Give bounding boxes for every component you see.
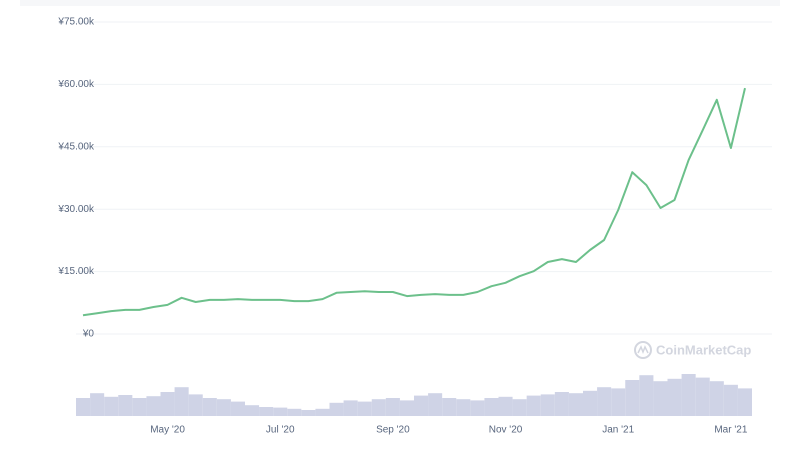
volume-bar <box>709 381 724 416</box>
volume-bar <box>568 393 583 416</box>
volume-bar <box>667 378 682 416</box>
x-tick-label: Jul '20 <box>266 425 295 436</box>
volume-bar <box>230 401 245 416</box>
volume-bar <box>414 395 429 416</box>
volume-bar <box>118 395 133 416</box>
volume-bar <box>90 393 105 416</box>
volume-bar <box>639 375 654 416</box>
volume-bar <box>357 401 372 416</box>
volume-bar <box>737 388 752 416</box>
volume-bar <box>273 407 288 416</box>
y-tick-label: ¥60.00k <box>57 79 95 90</box>
x-tick-label: Mar '21 <box>714 425 747 436</box>
y-tick-label: ¥30.00k <box>57 204 95 215</box>
watermark: CoinMarketCap <box>656 342 751 357</box>
volume-bar <box>695 377 710 416</box>
volume-bar <box>76 398 91 416</box>
volume-bar <box>723 384 738 416</box>
watermark-icon <box>634 341 652 359</box>
x-tick-label: May '20 <box>150 425 185 436</box>
volume-bar <box>681 374 696 416</box>
x-tick-label: Nov '20 <box>489 425 523 436</box>
y-tick-label: ¥0 <box>82 329 95 340</box>
volume-bar <box>625 380 640 416</box>
volume-bar <box>385 398 400 416</box>
volume-bar <box>343 400 358 416</box>
y-tick-label: ¥15.00k <box>57 266 95 277</box>
volume-bar <box>287 408 302 416</box>
y-tick-label: ¥45.00k <box>57 141 95 152</box>
volume-bar <box>512 399 527 416</box>
volume-bar <box>554 392 569 416</box>
volume-bar <box>259 407 274 416</box>
volume-bar <box>484 398 499 416</box>
volume-bar <box>470 400 485 416</box>
volume-bar <box>653 381 668 416</box>
volume-bar <box>371 399 386 416</box>
volume-bar <box>583 390 598 416</box>
volume-bar <box>202 398 217 416</box>
volume-bar <box>188 394 203 416</box>
x-tick-label: Sep '20 <box>376 425 410 436</box>
volume-bar <box>315 408 330 416</box>
top-bar <box>20 0 780 6</box>
volume-bar <box>174 387 189 416</box>
price-line <box>82 87 746 317</box>
volume-bar <box>611 388 626 416</box>
volume-bar <box>160 392 175 416</box>
volume-bar <box>456 399 471 416</box>
volume-bar <box>132 398 147 416</box>
volume-bar <box>442 398 457 416</box>
volume-bar <box>540 394 555 416</box>
volume-bar <box>301 410 316 416</box>
volume-bar <box>526 395 541 416</box>
volume-bar <box>597 387 612 416</box>
y-tick-label: ¥75.00k <box>57 17 95 28</box>
volume-bar <box>245 405 260 416</box>
volume-bar <box>104 396 119 416</box>
volume-bar <box>216 399 231 416</box>
volume-bar <box>329 402 344 416</box>
volume-bar <box>399 400 414 416</box>
x-tick-label: Jan '21 <box>602 425 634 436</box>
volume-bar <box>146 396 161 416</box>
volume-bar <box>498 396 513 416</box>
volume-bar <box>428 393 443 416</box>
